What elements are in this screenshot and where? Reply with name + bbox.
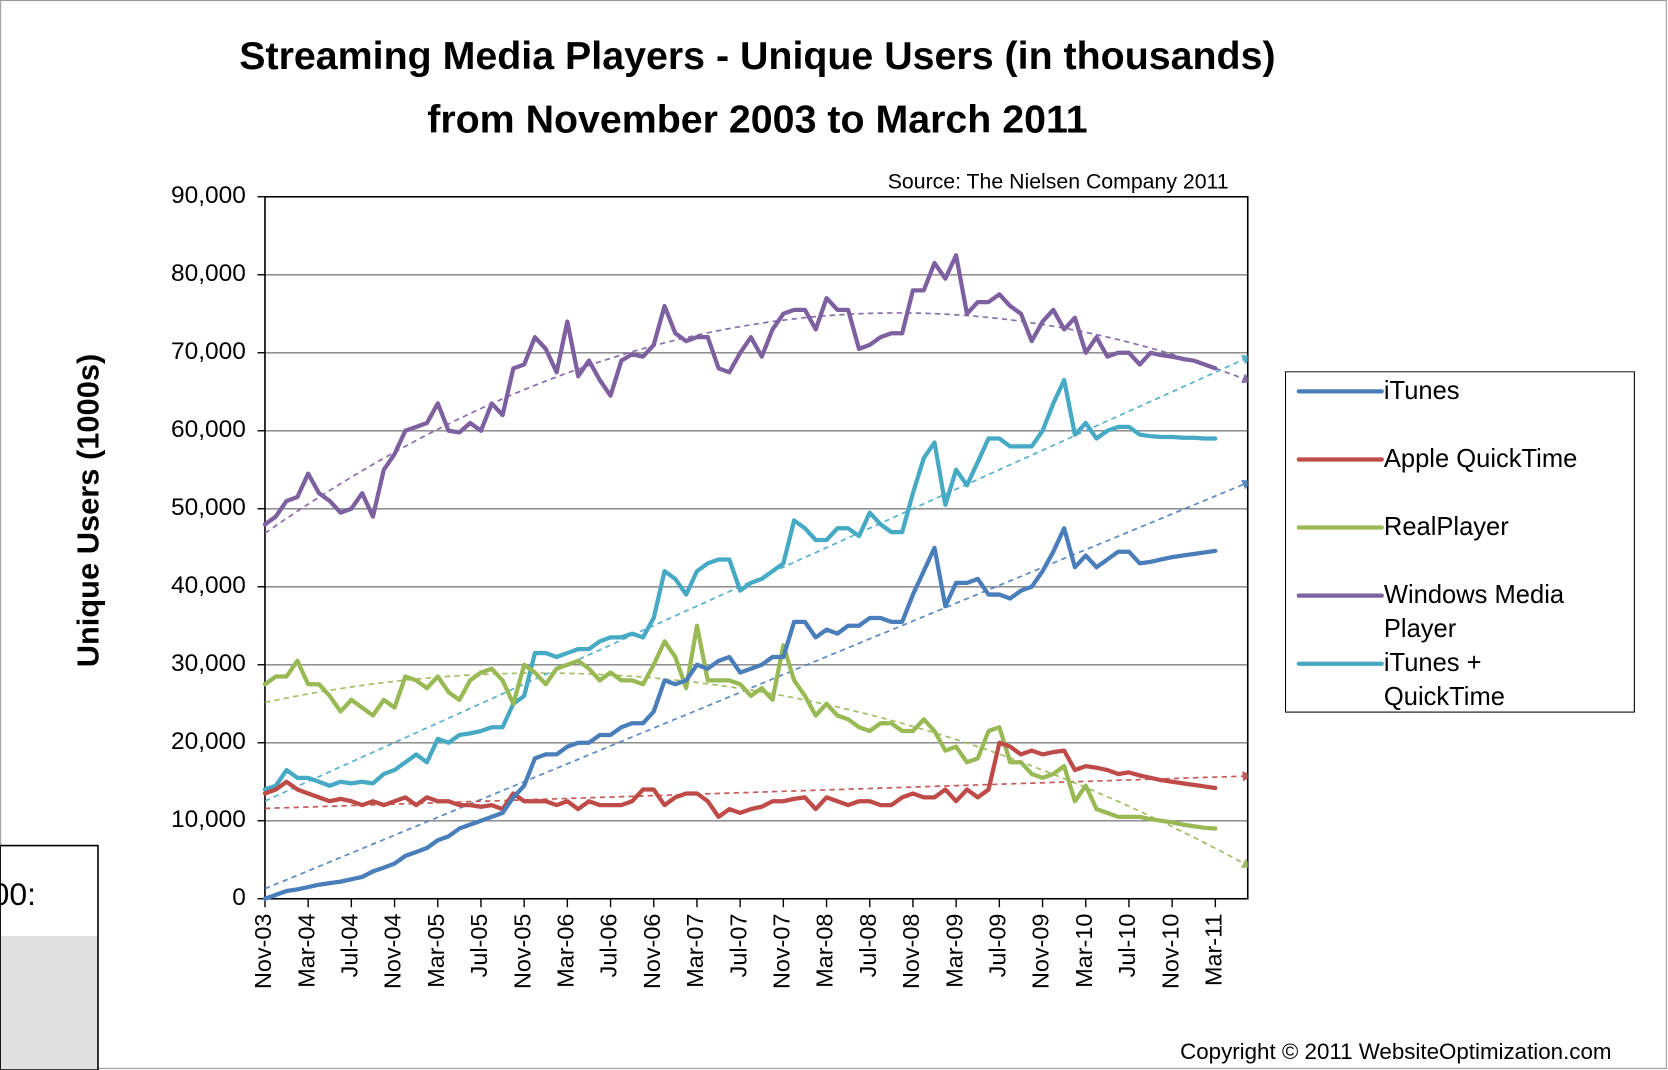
y-tick-label: 90,000 bbox=[171, 182, 246, 209]
y-tick-label: 40,000 bbox=[171, 572, 246, 599]
y-tick-label: 30,000 bbox=[171, 650, 246, 677]
x-tick-label: Nov-08 bbox=[898, 914, 924, 989]
trendline bbox=[264, 771, 1248, 810]
y-tick-label: 20,000 bbox=[171, 728, 246, 755]
series-line bbox=[262, 377, 1218, 792]
x-tick-label: Jul-09 bbox=[985, 914, 1011, 978]
y-axis-label: Unique Users (1000s) bbox=[71, 354, 106, 668]
legend-label: iTunes bbox=[1383, 376, 1460, 406]
legend-swatch bbox=[1296, 457, 1384, 462]
x-tick-label: Jul-07 bbox=[725, 914, 751, 978]
x-tick-label: Mar-08 bbox=[812, 914, 838, 988]
y-tick-label: 70,000 bbox=[171, 338, 246, 365]
trendline bbox=[264, 312, 1248, 534]
legend-label: Apple QuickTime bbox=[1383, 444, 1578, 474]
x-tick-label: Jul-06 bbox=[596, 914, 622, 978]
x-tick-label: Mar-11 bbox=[1201, 914, 1227, 986]
trendline bbox=[264, 479, 1248, 890]
legend-swatch bbox=[1296, 525, 1384, 530]
y-tick-label: 50,000 bbox=[171, 494, 246, 521]
x-tick-label: Nov-04 bbox=[380, 914, 406, 989]
x-tick-label: Nov-10 bbox=[1157, 914, 1183, 989]
x-tick-label: Mar-10 bbox=[1071, 914, 1097, 988]
legend-label: RealPlayer bbox=[1383, 512, 1509, 542]
source-note: Source: The Nielsen Company 2011 bbox=[888, 170, 1229, 194]
y-tick-label: 60,000 bbox=[171, 416, 246, 443]
x-tick-label: Jul-08 bbox=[855, 914, 881, 978]
y-tick-label: 10,000 bbox=[171, 806, 246, 833]
x-tick-label: Mar-05 bbox=[423, 914, 449, 988]
x-tick-label: Nov-06 bbox=[639, 914, 665, 989]
legend-label: iTunes + QuickTime bbox=[1383, 648, 1505, 712]
chart-title: Streaming Media Players - Unique Users (… bbox=[239, 34, 1275, 78]
x-tick-label: Jul-04 bbox=[337, 914, 363, 978]
y-tick-label: 0 bbox=[232, 884, 246, 911]
series-line bbox=[262, 740, 1218, 819]
series-line bbox=[262, 526, 1218, 901]
series-line bbox=[262, 253, 1218, 527]
legend-box: iTunes Apple QuickTime RealPlayer Windows M… bbox=[1284, 371, 1635, 713]
legend-swatch bbox=[1296, 661, 1384, 666]
x-tick-label: Nov-03 bbox=[250, 914, 276, 989]
series-line bbox=[262, 623, 1218, 831]
copyright: Copyright © 2011 WebsiteOptimization.com bbox=[1180, 1039, 1611, 1064]
plot-area bbox=[264, 195, 1249, 900]
overlay-text: 00: bbox=[0, 876, 36, 912]
x-tick-label: Mar-04 bbox=[293, 914, 319, 988]
x-tick-label: Mar-07 bbox=[682, 914, 708, 988]
chart-subtitle: from November 2003 to March 2011 bbox=[427, 98, 1087, 142]
legend: iTunes Apple QuickTime RealPlayer Windows M… bbox=[1284, 371, 1635, 713]
x-tick-label: Mar-09 bbox=[941, 914, 967, 988]
legend-swatch bbox=[1296, 389, 1384, 394]
y-tick-label: 80,000 bbox=[171, 260, 246, 287]
x-tick-label: Jul-05 bbox=[466, 914, 492, 978]
x-tick-label: Jul-10 bbox=[1114, 914, 1140, 978]
legend-swatch bbox=[1296, 593, 1384, 598]
overlay-fill bbox=[1, 935, 97, 1069]
x-tick-label: Mar-06 bbox=[553, 914, 579, 988]
x-tick-label: Nov-05 bbox=[509, 914, 535, 989]
legend-label: Windows Media Player bbox=[1383, 580, 1565, 644]
x-tick-label: Nov-07 bbox=[769, 914, 795, 989]
x-tick-label: Nov-09 bbox=[1028, 914, 1054, 989]
